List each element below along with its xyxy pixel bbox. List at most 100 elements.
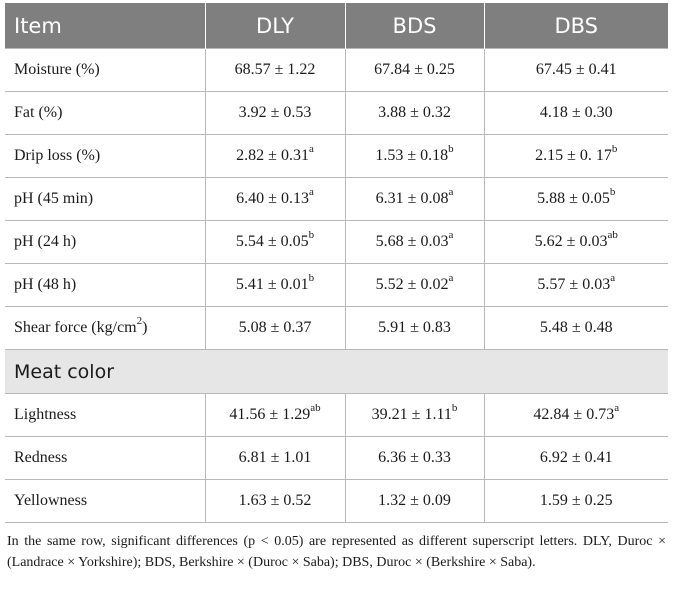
table-row: pH (48 h) 5.41 ± 0.01b 5.52 ± 0.02a 5.57 ± … [5,263,668,307]
row-item-cell: Redness [5,436,205,480]
value-cell: 4.18 ± 0.30 [483,91,668,135]
value-cell: 1.63 ± 0.52 [204,479,345,523]
cell-value: 41.56 ± 1.29 [229,406,311,423]
table-body: Moisture (%) 68.57 ± 1.22 67.84 ± 0.25 67.4… [5,48,668,523]
row-item-label: Yellowness [14,492,88,509]
significance-superscript: a [610,271,616,284]
cell-value: 5.52 ± 0.02 [375,276,449,293]
table-row: Lightness 41.56 ± 1.29ab 39.21 ± 1.11b 42.8… [5,393,668,437]
row-item-cell: pH (45 min) [5,177,205,221]
cell-value: 67.45 ± 0.41 [535,61,617,78]
value-cell: 67.84 ± 0.25 [344,48,484,92]
row-item-cell: Drip loss (%) [5,134,205,178]
cell-value: 3.88 ± 0.32 [378,104,451,121]
row-item-superscript: 2 [136,314,143,327]
cell-value: 1.53 ± 0.18 [375,147,449,164]
value-cell: 68.57 ± 1.22 [204,48,345,92]
row-item-cell: Moisture (%) [5,48,205,92]
value-cell: 5.08 ± 0.37 [204,306,345,350]
significance-superscript: b [451,401,458,414]
table-footnote: In the same row, significant differences… [7,534,666,570]
value-cell: 1.59 ± 0.25 [483,479,668,523]
row-item-label: Drip loss (%) [14,147,101,164]
value-cell: 5.54 ± 0.05b [204,220,345,264]
table-container: Item DLY BDS DBS Moisture (%) 68.57 ± 1.2… [5,3,668,573]
row-item-cell: Fat (%) [5,91,205,135]
cell-value: 1.63 ± 0.52 [238,492,312,509]
significance-superscript: a [614,401,620,414]
cell-value: 6.81 ± 1.01 [238,449,312,466]
section-title: Meat color [5,349,668,394]
cell-value: 6.92 ± 0.41 [539,449,613,466]
table-row: Drip loss (%) 2.82 ± 0.31a 1.53 ± 0.18b 2.1… [5,134,668,178]
cell-value: 4.18 ± 0.30 [539,104,613,121]
table-row: Fat (%) 3.92 ± 0.53 3.88 ± 0.32 4.18 ± 0.30 [5,91,668,135]
value-cell: 3.88 ± 0.32 [344,91,484,135]
cell-value: 5.54 ± 0.05 [235,233,309,250]
value-cell: 6.31 ± 0.08a [344,177,484,221]
value-cell: 5.41 ± 0.01b [204,263,345,307]
row-item-cell: Shear force (kg/cm2) [5,306,205,350]
cell-value: 6.40 ± 0.13 [236,190,309,207]
header-dbs: DBS [483,3,668,49]
value-cell: 41.56 ± 1.29ab [204,393,345,437]
cell-value: 3.92 ± 0.53 [238,104,312,121]
cell-value: 5.08 ± 0.37 [238,319,312,336]
cell-value: 5.57 ± 0.03 [537,276,611,293]
row-item-label: pH (24 h) [14,233,77,250]
cell-value: 5.62 ± 0.03 [534,233,608,250]
significance-superscript: ab [310,401,321,414]
table-row: pH (24 h) 5.54 ± 0.05b 5.68 ± 0.03a 5.62 ± … [5,220,668,264]
value-cell: 5.52 ± 0.02a [344,263,484,307]
value-cell: 2.15 ± 0. 17b [483,134,668,178]
significance-superscript: ab [607,228,618,241]
value-cell: 6.40 ± 0.13a [204,177,345,221]
row-item-cell: Lightness [5,393,205,437]
cell-value: 39.21 ± 1.11 [371,406,452,423]
significance-superscript: b [611,142,618,155]
row-item-cell: Yellowness [5,479,205,523]
row-item-label: Lightness [14,406,77,423]
significance-superscript: b [448,142,454,155]
cell-value: 6.31 ± 0.08 [375,190,449,207]
row-item-label: pH (45 min) [14,190,94,207]
cell-value: 67.84 ± 0.25 [374,61,455,78]
significance-superscript: a [308,185,314,198]
cell-value: 5.68 ± 0.03 [375,233,449,250]
cell-value: 1.59 ± 0.25 [539,492,613,509]
value-cell: 5.68 ± 0.03a [344,220,484,264]
cell-value: 5.88 ± 0.05 [537,190,610,207]
row-item-cell: pH (48 h) [5,263,205,307]
value-cell: 2.82 ± 0.31a [204,134,345,178]
value-cell: 6.81 ± 1.01 [204,436,345,480]
value-cell: 39.21 ± 1.11b [344,393,484,437]
table-row: Redness 6.81 ± 1.01 6.36 ± 0.33 6.92 ± 0.41 [5,436,668,480]
row-item-label: Redness [14,449,68,466]
value-cell: 5.48 ± 0.48 [483,306,668,350]
cell-value: 5.48 ± 0.48 [539,319,613,336]
value-cell: 6.92 ± 0.41 [483,436,668,480]
significance-superscript: a [308,142,314,155]
cell-value: 1.32 ± 0.09 [378,492,451,509]
section-row-meat-color: Meat color [5,349,668,394]
value-cell: 6.36 ± 0.33 [344,436,484,480]
value-cell: 3.92 ± 0.53 [204,91,345,135]
table-header-row: Item DLY BDS DBS [5,3,668,49]
table-row: Shear force (kg/cm2) 5.08 ± 0.37 5.91 ± 0.… [5,306,668,350]
cell-value: 5.91 ± 0.83 [378,319,451,336]
significance-superscript: a [448,228,454,241]
row-item-cell: pH (24 h) [5,220,205,264]
header-item: Item [5,3,205,49]
table-row: pH (45 min) 6.40 ± 0.13a 6.31 ± 0.08a 5.88 … [5,177,668,221]
table-row: Yellowness 1.63 ± 0.52 1.32 ± 0.09 1.59 ± 0… [5,479,668,523]
table-row: Moisture (%) 68.57 ± 1.22 67.84 ± 0.25 67.4… [5,48,668,92]
value-cell: 5.62 ± 0.03ab [483,220,668,264]
value-cell: 67.45 ± 0.41 [483,48,668,92]
significance-superscript: a [448,271,454,284]
cell-value: 5.41 ± 0.01 [235,276,309,293]
row-item-suffix: ) [142,319,148,336]
value-cell: 1.32 ± 0.09 [344,479,484,523]
header-bds: BDS [344,3,484,49]
cell-value: 6.36 ± 0.33 [378,449,451,466]
significance-superscript: b [308,228,315,241]
